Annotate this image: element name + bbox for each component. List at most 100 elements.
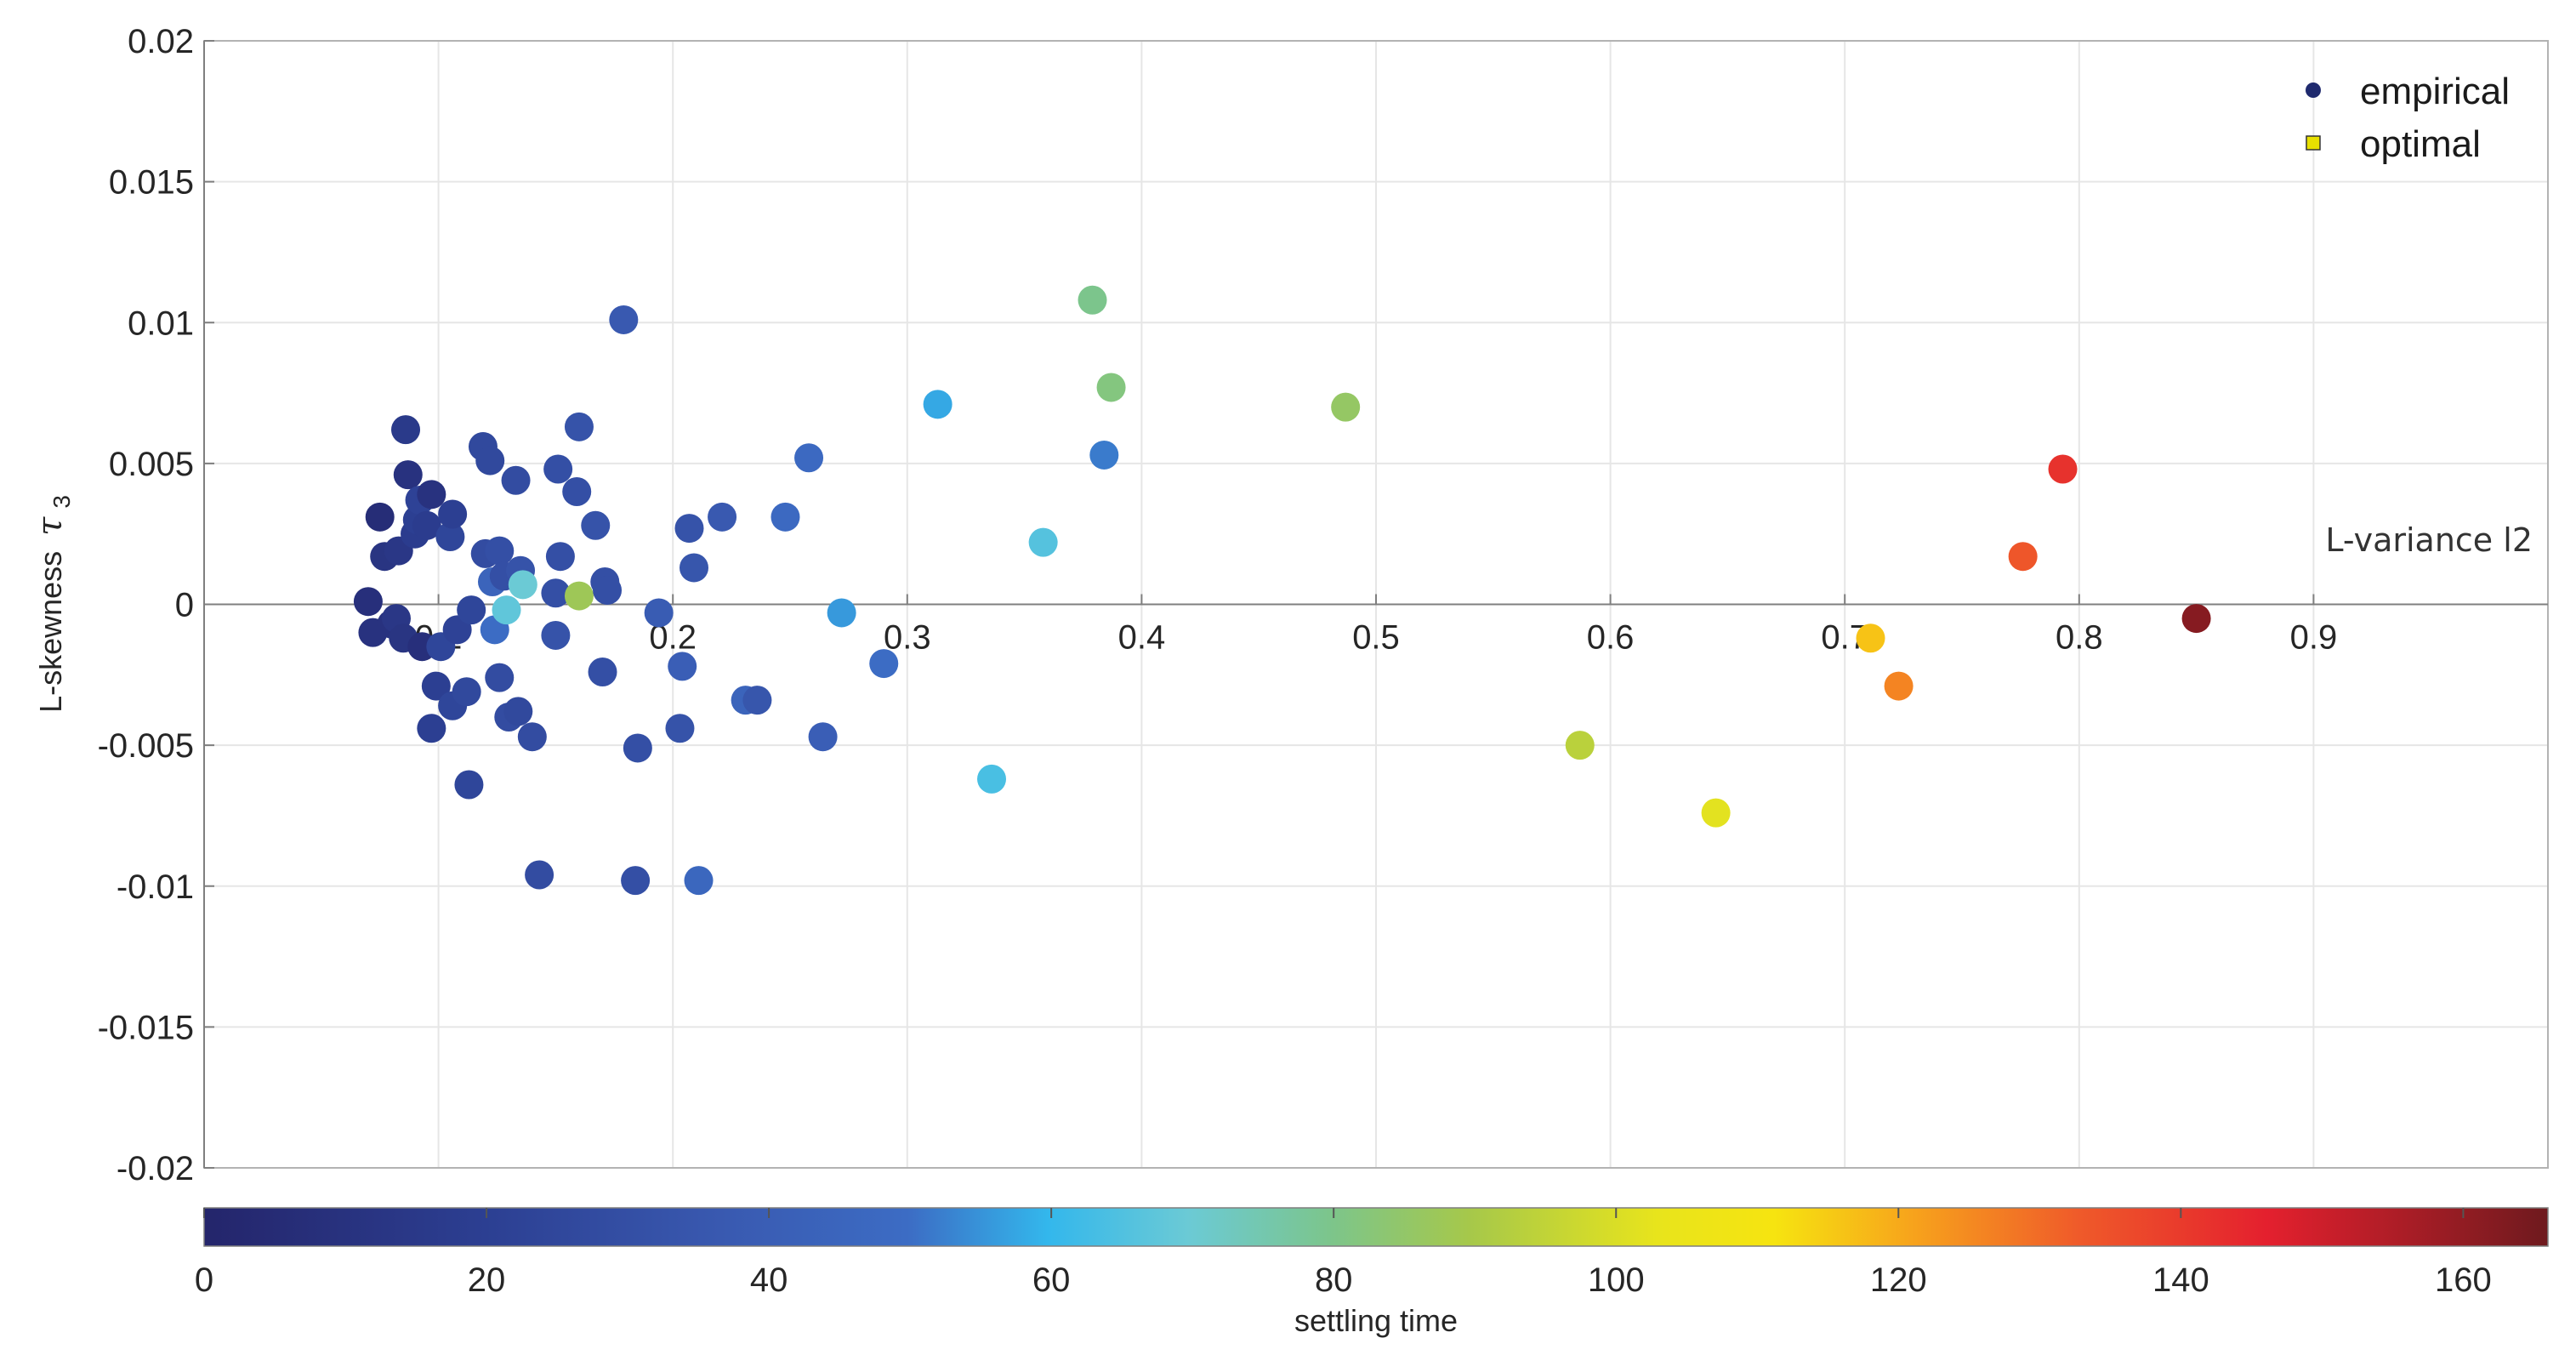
empirical-point xyxy=(609,305,639,334)
empirical-point xyxy=(794,443,824,473)
empirical-point xyxy=(644,598,674,628)
empirical-point xyxy=(365,502,395,532)
empirical-point xyxy=(684,866,714,896)
empirical-point xyxy=(492,595,521,625)
x-tick-label: 0.4 xyxy=(1118,619,1166,657)
y-tick-label: -0.005 xyxy=(98,727,194,765)
empirical-point xyxy=(2008,542,2038,572)
y-tick-label: 0.01 xyxy=(128,305,194,342)
empirical-point xyxy=(674,514,704,544)
colorbar-tick-labels: 0 20 40 60 80 100 120 140 160 xyxy=(195,1208,2492,1299)
legend-label-optimal: optimal xyxy=(2360,123,2481,165)
empirical-point xyxy=(1884,671,1914,701)
empirical-point xyxy=(564,581,594,611)
colorbar-tick-label: 160 xyxy=(2435,1261,2492,1299)
legend: empirical optimal xyxy=(2306,71,2510,165)
y-tick-label: 0.005 xyxy=(109,446,194,483)
empirical-point xyxy=(485,536,515,566)
y-tick-label: 0.015 xyxy=(109,164,194,202)
legend-label-empirical: empirical xyxy=(2360,71,2510,112)
y-tick-label: 0.02 xyxy=(128,23,194,60)
y-tick-labels: 0.02 0.015 0.01 0.005 0 -0.005 -0.01 -0.015 -0.0… xyxy=(98,23,214,1187)
y-tick-label: -0.02 xyxy=(117,1150,194,1187)
empirical-point xyxy=(541,620,571,650)
empirical-point xyxy=(475,446,505,475)
colorbar-tick-label: 100 xyxy=(1588,1261,1645,1299)
empirical-point xyxy=(501,465,531,495)
x-tick-label: 0.8 xyxy=(2056,619,2103,657)
empirical-point xyxy=(1701,798,1731,828)
empirical-point xyxy=(869,649,899,679)
empirical-point xyxy=(1096,373,1126,402)
empirical-point xyxy=(977,764,1007,794)
empirical-point xyxy=(1565,731,1595,760)
empirical-point xyxy=(438,499,468,529)
y-tick-label: -0.015 xyxy=(98,1009,194,1046)
empirical-point xyxy=(485,663,515,692)
empirical-point xyxy=(1028,527,1058,557)
empirical-point xyxy=(452,677,481,707)
x-tick-label: 0.5 xyxy=(1352,619,1400,657)
empirical-point xyxy=(742,686,772,715)
colorbar-gradient xyxy=(203,1207,2549,1247)
empirical-point xyxy=(623,733,652,763)
empirical-point xyxy=(564,412,594,441)
empirical-point xyxy=(593,575,623,605)
empirical-point xyxy=(680,553,709,583)
empirical-point xyxy=(621,866,651,896)
empirical-point xyxy=(562,477,592,506)
data-points xyxy=(353,285,2211,896)
empirical-point xyxy=(1856,623,1885,653)
empirical-point xyxy=(508,570,537,600)
empirical-point xyxy=(503,697,533,726)
x-tick-label: 0.3 xyxy=(884,619,931,657)
empirical-point xyxy=(421,671,451,701)
colorbar: 0 20 40 60 80 100 120 140 160 settling time xyxy=(195,1207,2549,1338)
l-variance-annotation: L-variance l2 xyxy=(2325,521,2533,559)
empirical-point xyxy=(1078,285,1107,315)
x-tick-label: 0.6 xyxy=(1587,619,1635,657)
legend-marker-optimal xyxy=(2306,135,2321,151)
empirical-point xyxy=(435,522,465,551)
empirical-point xyxy=(545,542,575,572)
colorbar-tick-label: 20 xyxy=(468,1261,506,1299)
colorbar-tick-label: 0 xyxy=(195,1261,213,1299)
empirical-point xyxy=(668,652,697,681)
empirical-point xyxy=(923,390,952,419)
empirical-point xyxy=(708,502,737,532)
empirical-point xyxy=(1331,392,1361,422)
empirical-point xyxy=(665,714,695,743)
empirical-point xyxy=(543,454,573,484)
y-tick-label: -0.01 xyxy=(117,868,194,906)
empirical-point xyxy=(454,770,484,800)
empirical-point xyxy=(412,510,441,540)
empirical-point xyxy=(393,460,423,490)
empirical-point xyxy=(417,480,446,510)
empirical-point xyxy=(391,415,421,445)
empirical-point xyxy=(2181,604,2211,634)
empirical-point xyxy=(808,722,838,752)
legend-marker-empirical xyxy=(2306,83,2321,98)
empirical-point xyxy=(2048,454,2078,484)
empirical-point xyxy=(581,510,611,540)
empirical-point xyxy=(525,860,554,890)
empirical-point xyxy=(541,578,571,608)
x-tick-label: 0.9 xyxy=(2290,619,2338,657)
colorbar-tick-label: 80 xyxy=(1315,1261,1353,1299)
empirical-point xyxy=(417,714,446,743)
empirical-point xyxy=(588,658,617,686)
empirical-point xyxy=(457,595,486,625)
colorbar-tick-label: 120 xyxy=(1870,1261,1927,1299)
colorbar-tick-label: 140 xyxy=(2152,1261,2209,1299)
colorbar-tick-label: 60 xyxy=(1032,1261,1071,1299)
y-tick-label: 0 xyxy=(175,587,194,624)
empirical-point xyxy=(353,587,383,617)
y-axis-title: L-skewness τ 3 xyxy=(31,495,75,713)
empirical-point xyxy=(827,598,856,628)
empirical-point xyxy=(1089,440,1119,470)
empirical-point xyxy=(517,722,547,752)
colorbar-tick-label: 40 xyxy=(750,1261,788,1299)
empirical-point xyxy=(771,502,800,532)
